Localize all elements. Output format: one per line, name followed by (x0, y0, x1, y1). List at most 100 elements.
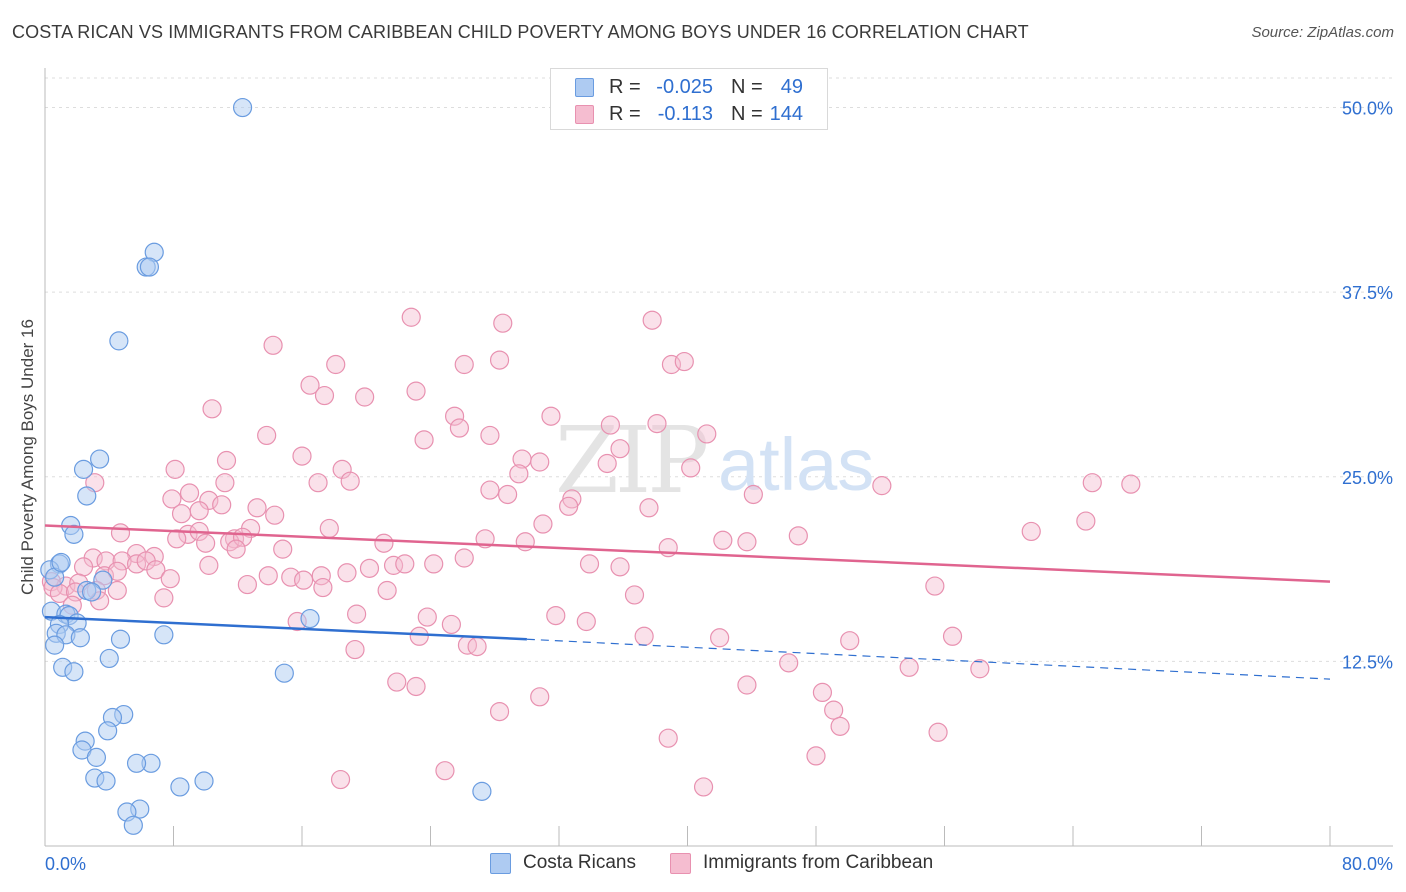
data-point (779, 653, 799, 673)
data-point (112, 551, 132, 571)
data-point (237, 574, 257, 595)
data-point (600, 415, 621, 435)
data-point (212, 495, 232, 515)
data-point (737, 675, 757, 695)
data-point (493, 313, 513, 333)
data-point (189, 501, 209, 521)
data-point (658, 728, 678, 748)
zipatlas-watermark: ZIP atlas (555, 407, 874, 514)
data-point (737, 532, 757, 552)
data-point (467, 637, 487, 657)
watermark-atlas: atlas (718, 423, 874, 506)
data-point (139, 257, 160, 277)
data-point (424, 554, 444, 574)
data-point (126, 753, 147, 773)
data-point (345, 639, 365, 660)
data-point (123, 815, 143, 835)
data-point (597, 453, 617, 474)
data-point (530, 452, 550, 472)
data-point (300, 375, 320, 395)
trend-lines (44, 524, 1331, 680)
data-point (196, 533, 216, 553)
data-point (319, 518, 339, 539)
data-point (73, 459, 94, 479)
data-point (840, 631, 860, 651)
data-point (170, 777, 190, 797)
data-point (812, 682, 833, 703)
data-point (90, 449, 110, 469)
data-point (1076, 511, 1096, 531)
data-point (167, 529, 187, 549)
data-point (395, 554, 415, 574)
data-point (374, 533, 394, 553)
data-point (64, 662, 84, 682)
data-point (441, 614, 461, 635)
data-point (743, 484, 763, 505)
data-point (530, 687, 550, 707)
legend-label: Immigrants from Caribbean (703, 852, 934, 873)
data-point (541, 406, 561, 426)
data-point (454, 354, 474, 375)
data-point (925, 576, 945, 596)
pink-swatch (575, 105, 594, 124)
data-point (110, 523, 131, 543)
data-point (697, 424, 717, 444)
data-point (292, 446, 312, 466)
y-tick-label: 12.5% (1342, 652, 1393, 672)
chart-title: COSTA RICAN VS IMMIGRANTS FROM CARIBBEAN… (12, 22, 1029, 42)
data-point (340, 471, 360, 491)
n-value: 49 (780, 76, 803, 98)
trendline-immigrants-from-caribbean (44, 524, 1331, 583)
data-point (258, 566, 278, 586)
data-point (165, 459, 185, 479)
data-point (401, 307, 421, 327)
data-point (414, 430, 434, 450)
data-point (110, 629, 131, 649)
data-point (1021, 521, 1041, 542)
data-point (314, 385, 335, 406)
data-point (824, 700, 844, 720)
data-point (387, 672, 407, 692)
data-point (480, 425, 500, 446)
data-point (1121, 474, 1141, 494)
data-point (806, 746, 826, 766)
data-point (942, 626, 963, 646)
r-value: -0.025 (656, 76, 713, 98)
data-point (265, 505, 285, 525)
data-point (99, 648, 119, 669)
r-label: R = (609, 103, 641, 125)
data-point (98, 721, 118, 741)
data-point (107, 580, 127, 601)
data-point (308, 473, 328, 493)
data-point (146, 560, 166, 580)
data-point (406, 676, 426, 697)
data-point (647, 414, 667, 434)
data-point (179, 483, 200, 503)
data-point (359, 558, 380, 578)
data-point (263, 335, 283, 355)
data-point (202, 399, 222, 419)
data-point (294, 570, 314, 590)
y-axis-title: Child Poverty Among Boys Under 16 (18, 319, 37, 595)
data-point (634, 626, 654, 646)
data-point (199, 555, 219, 575)
source-label: Source: ZipAtlas.com (1251, 24, 1394, 41)
grid-lines (45, 77, 1393, 662)
correlation-legend: R = -0.025 N = 49 R = -0.113 N = 144 (550, 68, 828, 130)
blue-swatch (490, 853, 511, 874)
data-point (693, 777, 714, 797)
data-point (533, 514, 553, 534)
data-point (377, 580, 397, 601)
data-point (86, 747, 107, 767)
data-point (178, 524, 198, 544)
data-point (674, 351, 694, 372)
data-point (435, 761, 455, 781)
data-point (313, 577, 333, 598)
data-point (81, 582, 102, 602)
y-tick-label: 50.0% (1342, 99, 1393, 119)
data-point (788, 526, 808, 546)
data-point (610, 557, 630, 577)
x-tick-label: 0.0% (45, 854, 86, 874)
data-point (337, 563, 357, 583)
